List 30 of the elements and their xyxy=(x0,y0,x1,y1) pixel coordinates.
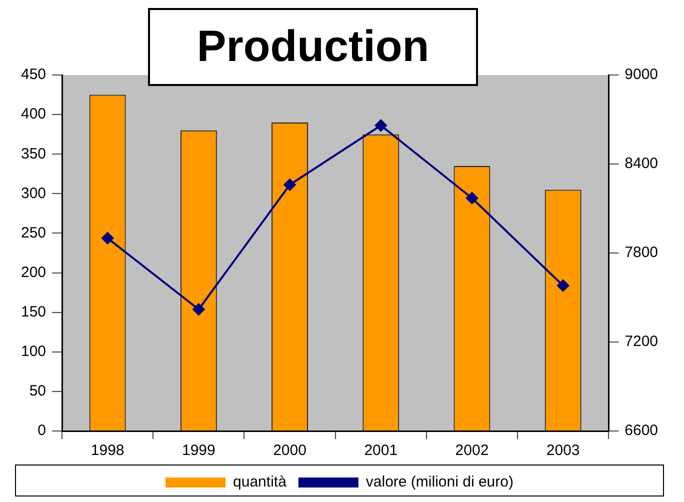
y-tick-label: 400 xyxy=(20,106,46,123)
y2-tick-label: 7200 xyxy=(624,333,658,350)
y-tick-label: 300 xyxy=(20,184,46,202)
x-tick-label: 2002 xyxy=(455,442,489,460)
y2-tick-label: 8400 xyxy=(624,155,658,172)
y-tick-label: 100 xyxy=(20,343,46,360)
y-tick-label: 250 xyxy=(20,224,46,242)
y-tick-label: 150 xyxy=(20,303,46,320)
chart-title: Production xyxy=(148,8,478,86)
x-tick-label: 2001 xyxy=(364,442,398,460)
point xyxy=(192,303,205,316)
y2-tick-label: 9000 xyxy=(624,66,658,84)
point xyxy=(557,280,570,292)
y-tick-label: 200 xyxy=(20,264,46,281)
point xyxy=(102,232,114,244)
x-tick-label: 1999 xyxy=(182,442,216,460)
y-tick-label: 450 xyxy=(20,66,46,84)
x-tick-label: 1998 xyxy=(90,442,124,460)
y2-tick-label: 6600 xyxy=(624,422,658,440)
point xyxy=(284,178,296,191)
y-tick-label: 50 xyxy=(29,382,46,400)
legend-label: quantità xyxy=(233,474,288,491)
y-tick-label: 0 xyxy=(38,422,46,440)
y-tick-label: 350 xyxy=(20,145,46,162)
y2-tick-label: 7800 xyxy=(624,244,658,262)
point xyxy=(466,192,478,204)
point xyxy=(374,119,387,132)
x-tick-label: 2003 xyxy=(546,442,580,460)
x-tick-label: 2000 xyxy=(273,442,306,460)
legend-label: valore (milioni di euro) xyxy=(366,474,514,491)
